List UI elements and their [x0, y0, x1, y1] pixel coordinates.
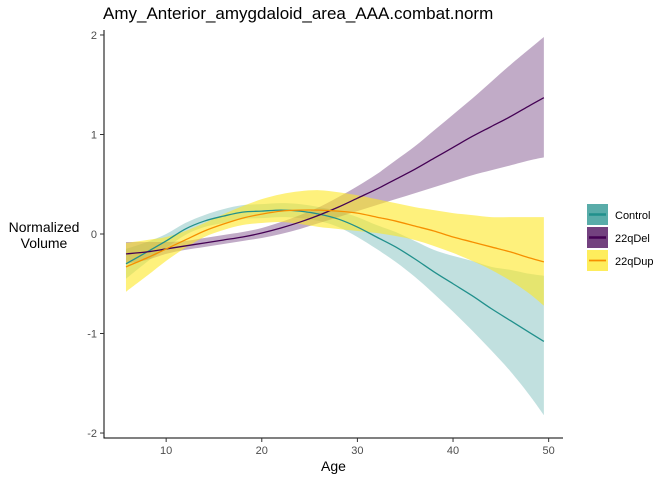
line-22qdel: [125, 97, 545, 255]
x-tick-label-40: 40: [447, 445, 459, 457]
x-tick-label-50: 50: [543, 445, 555, 457]
legend-label-22qdel: 22qDel: [615, 233, 650, 245]
y-axis-title-line-1: Normalized: [9, 219, 80, 235]
y-tick-label-1: 1: [91, 129, 97, 141]
ribbon-control: [125, 203, 544, 416]
x-axis-title: Age: [321, 458, 346, 474]
x-tick-label-20: 20: [256, 445, 268, 457]
y-tick-label--2: -2: [87, 428, 97, 440]
legend-label-control: Control: [615, 210, 650, 222]
y-tick-label--1: -1: [87, 329, 97, 341]
line-control: [125, 209, 545, 343]
legend-label-22qdup: 22qDup: [615, 256, 654, 268]
y-axis-title: Normalized Volume: [9, 219, 80, 251]
ribbon-22qdup: [125, 190, 544, 306]
x-tick-label-10: 10: [160, 445, 172, 457]
y-tick-label-2: 2: [91, 30, 97, 42]
line-22qdup: [125, 209, 545, 268]
y-tick-label-0: 0: [91, 229, 97, 241]
x-tick-label-30: 30: [351, 445, 363, 457]
chart-title: Amy_Anterior_amygdaloid_area_AAA.combat.…: [103, 4, 494, 23]
ribbon-22qdel: [125, 36, 544, 264]
y-axis-title-line-2: Volume: [21, 235, 68, 251]
